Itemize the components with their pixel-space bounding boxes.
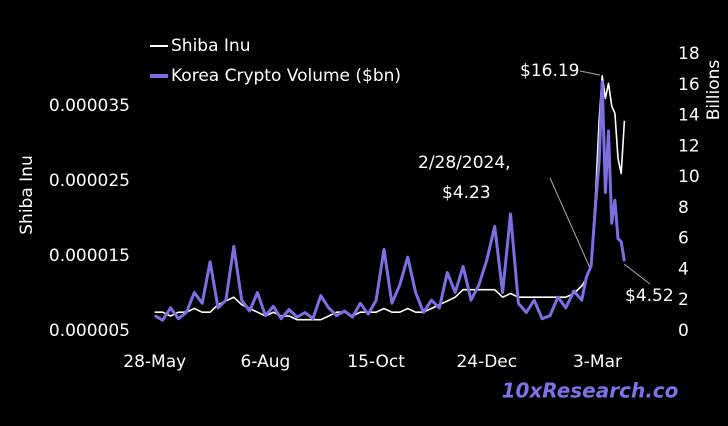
series-line xyxy=(153,80,626,322)
y2-tick-label: 4 xyxy=(678,259,689,279)
y2-tick-label: 14 xyxy=(678,106,700,126)
annotation: $4.23 xyxy=(442,183,491,203)
x-tick-label: 6-Aug xyxy=(241,352,291,372)
y-tick-label: 0.000025 xyxy=(49,171,130,191)
y2-tick-label: 6 xyxy=(678,229,689,249)
x-tick-label: 28-May xyxy=(123,352,186,372)
y2-tick-label: 10 xyxy=(678,167,700,187)
annotation: 2/28/2024, xyxy=(418,153,511,173)
annotation-pointer xyxy=(579,70,601,76)
y-tick-label: 0.000035 xyxy=(49,96,130,116)
y2-tick-label: 18 xyxy=(678,44,700,64)
legend-label: Korea Crypto Volume ($bn) xyxy=(171,66,401,86)
annotation: $4.52 xyxy=(625,286,674,306)
x-tick-label: 3-Mar xyxy=(573,352,622,372)
y2-axis-label: Billions xyxy=(704,60,724,121)
y-axis-label: Shiba Inu xyxy=(17,155,37,234)
annotation-pointer xyxy=(623,263,651,285)
y-tick-label: 0.000015 xyxy=(49,246,130,266)
y2-tick-label: 12 xyxy=(678,136,700,156)
annotation-pointer xyxy=(549,177,591,269)
y2-tick-label: 8 xyxy=(678,198,689,218)
x-tick-label: 24-Dec xyxy=(456,352,517,372)
y2-tick-label: 0 xyxy=(678,321,689,341)
y2-tick-label: 16 xyxy=(678,75,700,95)
x-tick-label: 15-Oct xyxy=(347,352,405,372)
watermark: 10xResearch.co xyxy=(502,379,679,403)
y2-tick-label: 2 xyxy=(678,290,689,310)
annotation: $16.19 xyxy=(520,61,579,81)
legend-label: Shiba Inu xyxy=(171,36,250,56)
y-tick-label: 0.000005 xyxy=(49,321,130,341)
